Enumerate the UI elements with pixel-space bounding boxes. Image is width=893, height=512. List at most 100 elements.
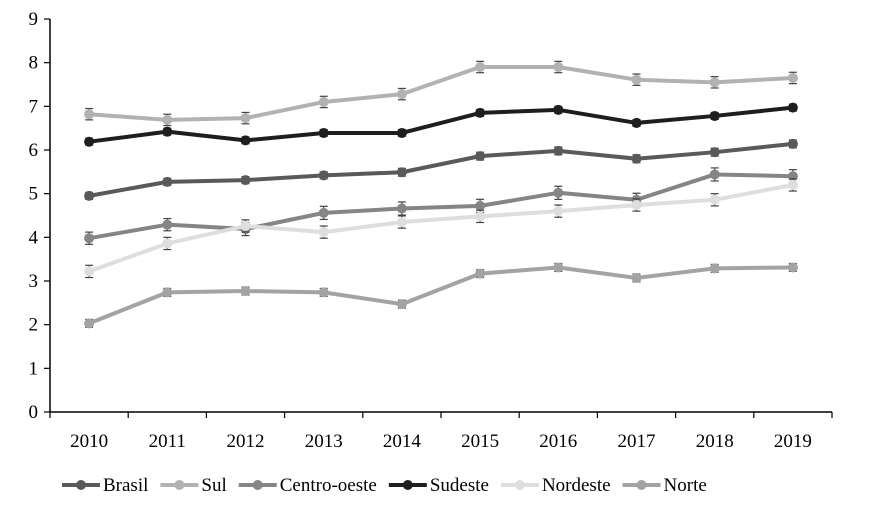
data-point [631, 117, 642, 128]
data-point [631, 200, 642, 211]
data-point [475, 151, 486, 162]
x-tick-label: 2018 [696, 431, 734, 452]
data-point [240, 220, 251, 231]
series-line [88, 182, 794, 274]
x-tick-label: 2015 [461, 431, 499, 452]
x-tick-label: 2019 [774, 431, 812, 452]
series-line [88, 141, 794, 198]
data-point [240, 135, 251, 146]
legend-item: Sul [160, 475, 227, 496]
y-tick-label: 2 [29, 315, 39, 336]
data-point [787, 72, 798, 83]
data-point [162, 287, 173, 298]
data-point [84, 136, 95, 147]
legend-label: Sul [201, 475, 226, 496]
data-point [162, 126, 173, 137]
legend-label: Sudeste [430, 475, 489, 496]
legend-swatch-marker [636, 480, 647, 490]
data-point [318, 227, 329, 238]
data-point [162, 238, 173, 249]
data-point [787, 102, 798, 113]
data-point [475, 211, 486, 222]
data-point [318, 287, 329, 298]
data-point [318, 207, 329, 218]
legend-label: Brasil [103, 475, 148, 496]
x-tick-label: 2017 [618, 431, 656, 452]
y-tick-label: 1 [29, 358, 39, 379]
data-point [553, 206, 564, 217]
x-tick-label: 2014 [383, 431, 422, 452]
legend-label: Centro-oeste [280, 475, 377, 496]
data-point [553, 145, 564, 156]
data-point [240, 175, 251, 186]
data-point [396, 127, 407, 138]
data-point [553, 262, 564, 273]
legend-item: Norte [622, 475, 707, 496]
series-brasil [84, 138, 798, 201]
series-sudeste [84, 102, 798, 147]
data-point [631, 153, 642, 164]
y-tick-label: 9 [29, 9, 39, 30]
series-line [88, 172, 793, 241]
data-point [787, 138, 798, 149]
data-point [553, 187, 564, 198]
data-point [318, 96, 329, 107]
data-point [709, 110, 720, 121]
y-ticks: 0 1 2 3 4 5 6 7 8 9 [29, 9, 50, 423]
legend-item: Nordeste [500, 475, 611, 496]
data-point [396, 89, 407, 100]
legend-swatch-marker [174, 480, 185, 490]
series-line [88, 265, 793, 326]
data-point [84, 109, 95, 120]
data-point [631, 74, 642, 85]
data-point [709, 77, 720, 88]
data-point [162, 176, 173, 187]
legend-item: Sudeste [388, 475, 489, 496]
legend-label: Norte [664, 475, 707, 496]
y-tick-label: 5 [29, 184, 39, 205]
series-layer [84, 60, 798, 329]
legend-item: Centro-oeste [238, 475, 377, 496]
data-point [787, 179, 798, 190]
data-point [553, 104, 564, 115]
y-tick-label: 4 [29, 227, 39, 248]
legend-swatch-marker [76, 480, 86, 490]
x-tick-label: 2016 [539, 431, 577, 452]
data-point [396, 203, 407, 214]
data-point [396, 217, 407, 228]
data-point [84, 190, 95, 201]
series-line [88, 65, 794, 122]
y-tick-label: 3 [29, 271, 39, 292]
y-tick-label: 7 [29, 96, 39, 117]
data-point [240, 113, 251, 124]
x-tick-label: 2013 [305, 431, 343, 452]
data-point [709, 169, 720, 180]
data-point [475, 268, 486, 279]
data-point [553, 62, 564, 73]
legend-item: Brasil [62, 475, 148, 496]
y-tick-label: 8 [29, 53, 39, 74]
x-ticks: 2010 2011 2012 2013 2014 2015 2016 2017 2018 2019 [49, 412, 833, 452]
series-sul [84, 60, 798, 127]
data-point [396, 299, 407, 310]
data-point [318, 170, 329, 181]
data-point [787, 262, 798, 273]
legend-swatch-marker [252, 480, 263, 490]
data-point [84, 233, 95, 244]
series-nordeste [84, 178, 798, 279]
data-point [709, 194, 720, 205]
legend-swatch-marker [402, 480, 413, 490]
data-point [475, 62, 486, 73]
data-point [162, 114, 173, 125]
series-norte [84, 262, 798, 329]
data-point [709, 147, 720, 158]
x-tick-label: 2012 [227, 431, 265, 452]
data-point [475, 200, 486, 211]
series-line [88, 105, 794, 144]
data-point [84, 318, 95, 329]
data-point [475, 107, 486, 118]
legend-label: Nordeste [542, 475, 611, 496]
legend: Brasil Sul Centro-oeste Sudeste Nordeste Nort… [62, 475, 707, 496]
data-point [709, 263, 720, 274]
